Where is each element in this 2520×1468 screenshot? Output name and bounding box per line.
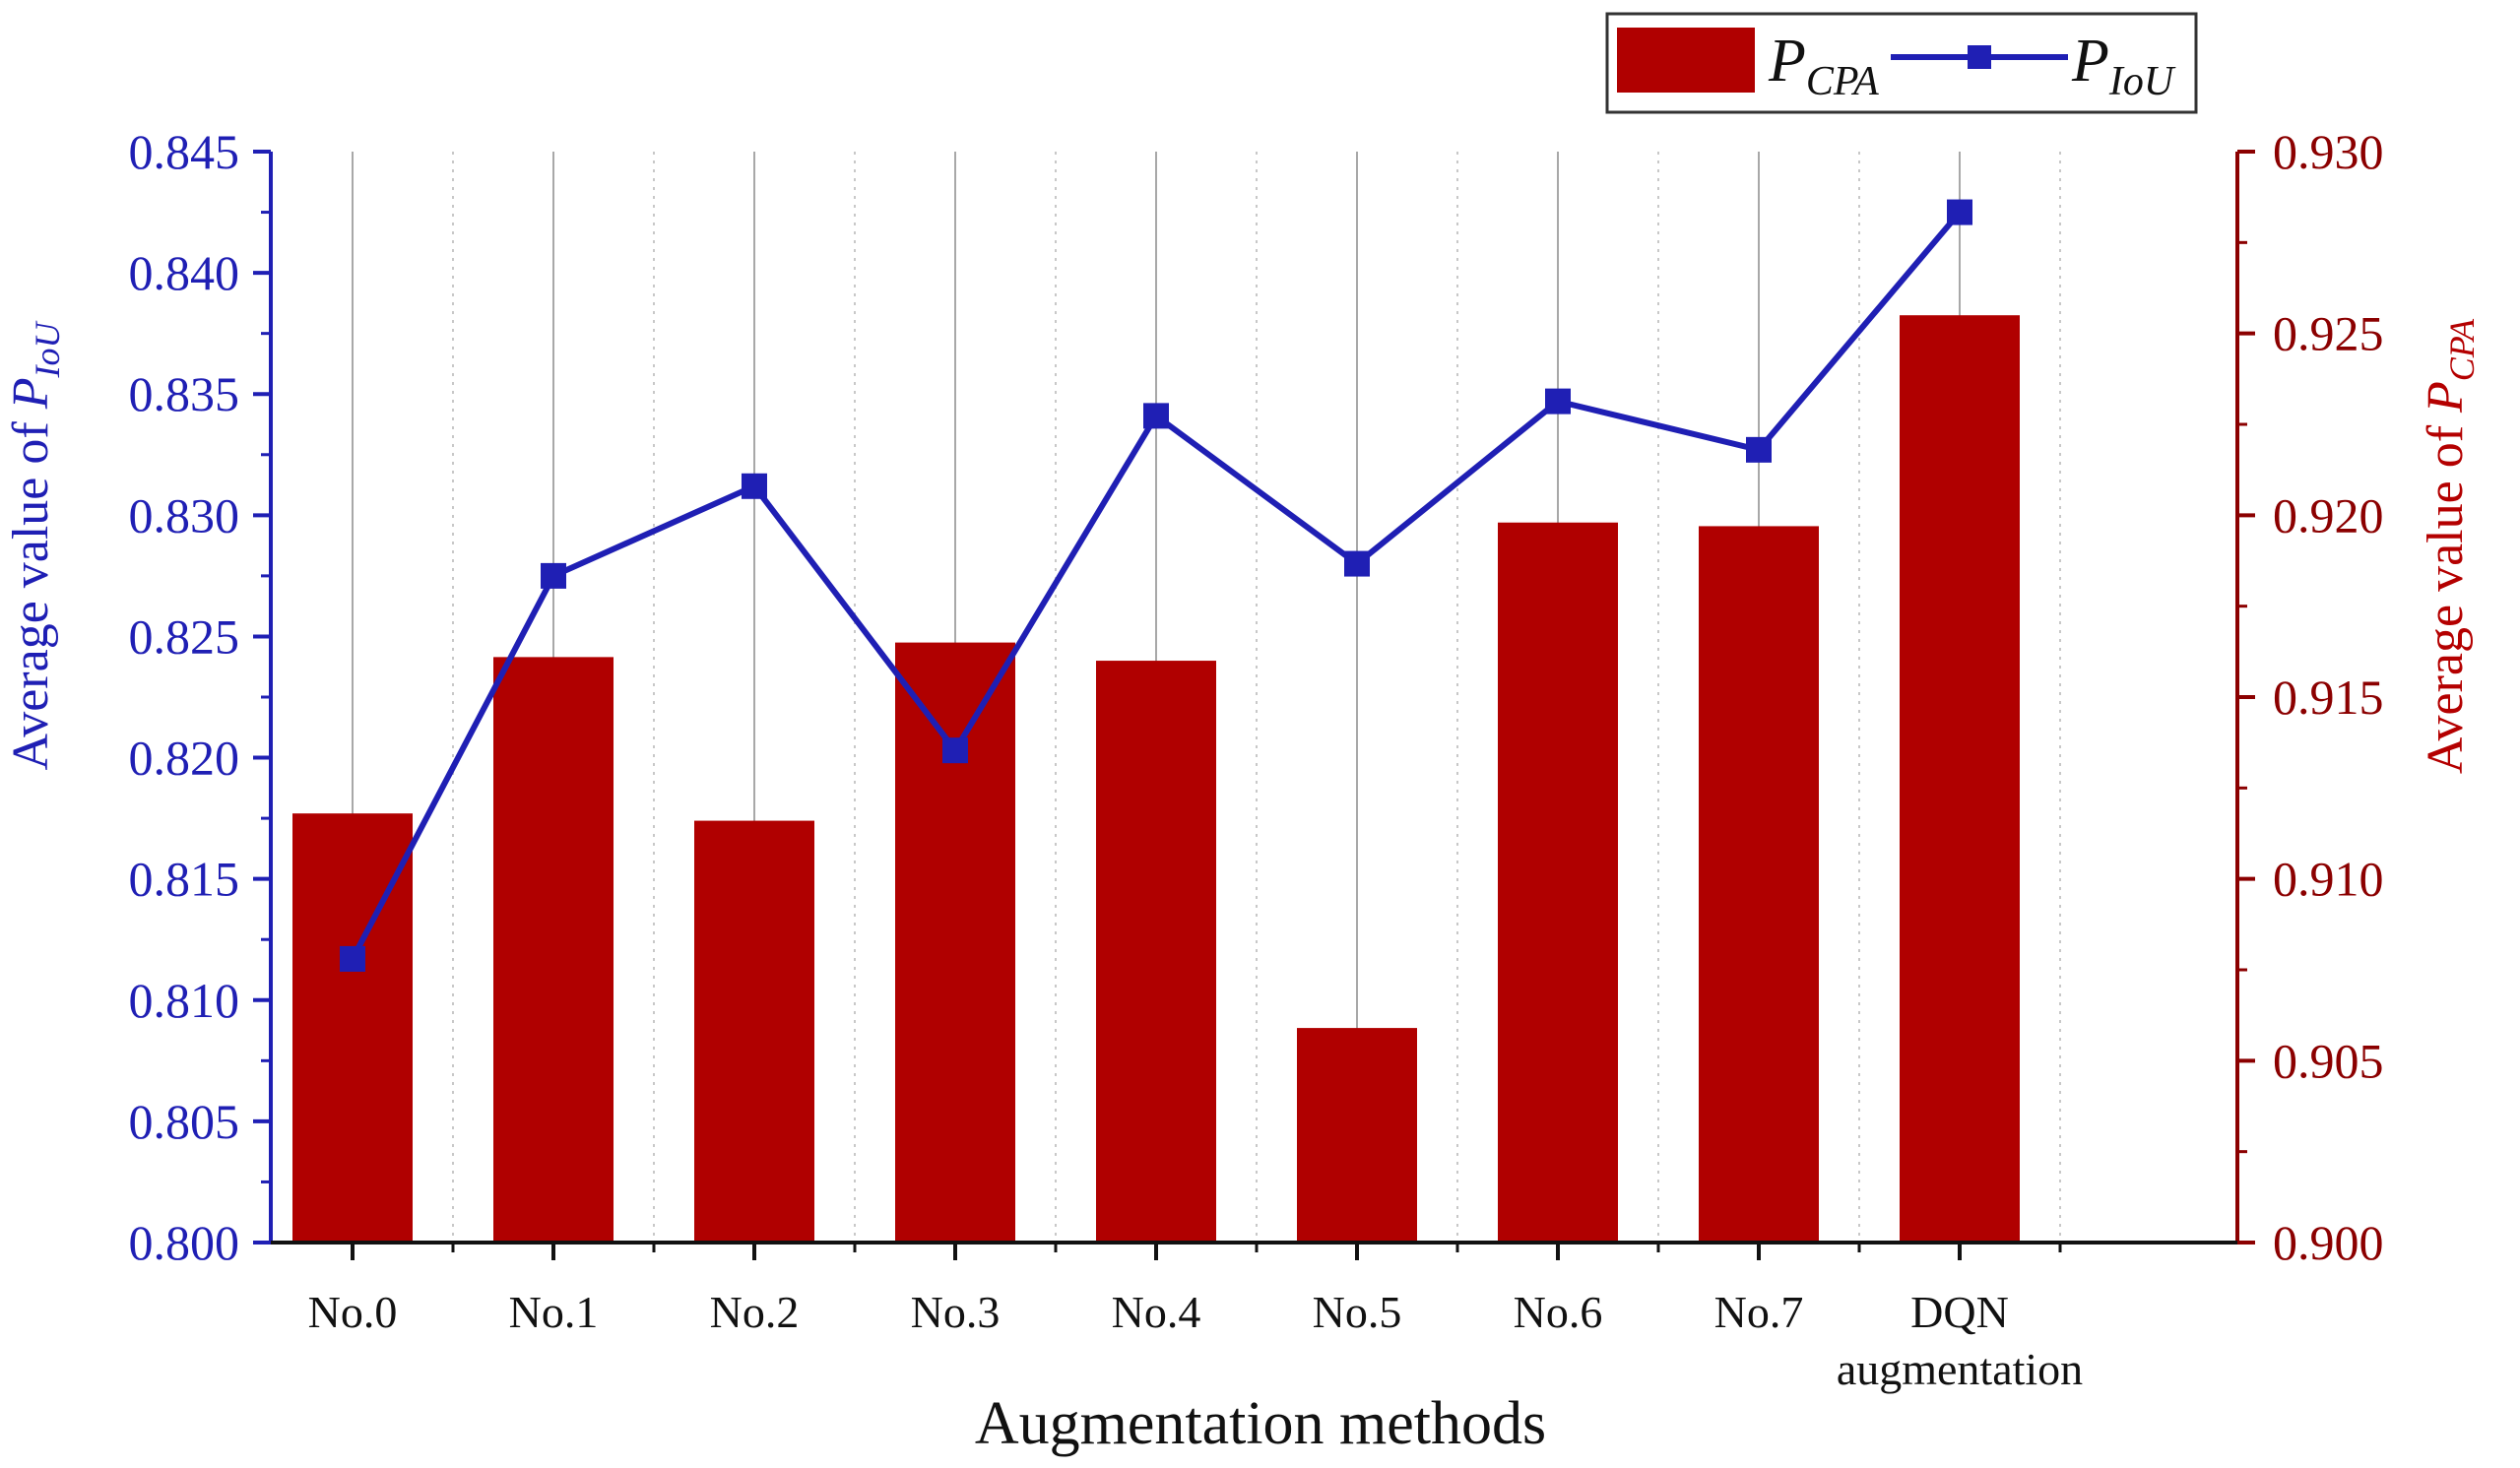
y-tick-label-left: 0.815 (129, 852, 240, 907)
x-tick-label-line: No.3 (911, 1287, 1001, 1337)
y-tick-label-right: 0.915 (2273, 670, 2384, 725)
y-tick-label-left: 0.845 (129, 124, 240, 179)
bar-pcpa (1096, 661, 1216, 1243)
x-axis-title: Augmentation methods (975, 1390, 1546, 1457)
y-axis-title-right-main: P (2418, 381, 2474, 414)
y-tick-label-left: 0.825 (129, 608, 240, 664)
axes: 0.800 0.805 0.810 0.815 0.820 0.825 0.830 0.835… (129, 124, 2384, 1394)
x-tick-label-line: DQN (1910, 1287, 2009, 1337)
x-tick-label-line: No.0 (308, 1287, 398, 1337)
bar-pcpa (1699, 526, 1819, 1243)
legend: PCPA PIoU (1605, 12, 2198, 114)
y-tick-label-left: 0.805 (129, 1094, 240, 1149)
bar-pcpa (895, 642, 1015, 1243)
legend-bar-label-main: P (1768, 28, 1806, 95)
x-tick-label: DQN augmentation (1837, 1287, 2083, 1394)
x-tick-label-line: No.7 (1714, 1287, 1804, 1337)
point-piou (340, 945, 365, 972)
bar-pcpa (1498, 522, 1618, 1243)
y-axis-title-left-main: P (3, 378, 59, 411)
x-tick-label-line: No.1 (509, 1287, 599, 1337)
bar-pcpa (1297, 1028, 1417, 1243)
y-axis-title-left: Average value of PIoU (3, 321, 67, 771)
x-tick-label-line: No.4 (1112, 1287, 1201, 1337)
legend-line-label-main: P (2071, 28, 2109, 95)
y-tick-label-right: 0.900 (2273, 1215, 2384, 1270)
bar-pcpa (694, 820, 814, 1243)
legend-line-marker (1968, 45, 1991, 69)
x-tick-label: No.5 (1313, 1287, 1402, 1337)
x-tick-label: No.1 (509, 1287, 599, 1337)
y-tick-label-right: 0.920 (2273, 487, 2384, 543)
point-piou (1545, 388, 1571, 415)
legend-bar-label: PCPA (1768, 28, 1879, 104)
y-axis-title-left-prefix: Average value of (3, 409, 59, 770)
y-tick-label-left: 0.830 (129, 487, 240, 543)
point-piou (1947, 199, 1972, 225)
point-piou (541, 562, 566, 589)
line-series (340, 199, 1972, 972)
y-tick-label-right: 0.930 (2273, 124, 2384, 179)
point-piou (942, 737, 968, 764)
legend-line-label-sub: IoU (2108, 59, 2176, 104)
legend-bar-label-sub: CPA (1806, 59, 1879, 104)
x-tick-label: No.2 (710, 1287, 800, 1337)
point-piou (1746, 436, 1772, 463)
y-tick-label-right: 0.910 (2273, 852, 2384, 907)
y-axis-title-right: Average value of PCPA (2418, 318, 2482, 774)
y-tick-label-right: 0.925 (2273, 306, 2384, 361)
x-tick-label-line: No.5 (1313, 1287, 1402, 1337)
x-tick-label: No.3 (911, 1287, 1001, 1337)
x-tick-label: No.6 (1514, 1287, 1603, 1337)
point-piou (1143, 403, 1169, 429)
x-tick-label: No.0 (308, 1287, 398, 1337)
bar-pcpa (493, 657, 614, 1243)
x-tick-label-line: No.6 (1514, 1287, 1603, 1337)
x-tick-label-line: augmentation (1837, 1344, 2083, 1394)
x-tick-label: No.4 (1112, 1287, 1201, 1337)
bar-pcpa (1900, 315, 2020, 1243)
y-tick-label-left: 0.835 (129, 366, 240, 421)
y-tick-label-left: 0.840 (129, 245, 240, 300)
y-tick-label-right: 0.905 (2273, 1033, 2384, 1088)
y-axis-title-left-sub: IoU (28, 321, 67, 379)
y-tick-label-left: 0.810 (129, 973, 240, 1028)
y-axis-title-right-sub: CPA (2442, 318, 2482, 381)
legend-line-label: PIoU (2071, 28, 2176, 104)
y-axis-title-right-prefix: Average value of (2418, 413, 2474, 774)
legend-bar-swatch (1617, 28, 1755, 93)
point-piou (1344, 550, 1370, 577)
y-tick-label-left: 0.800 (129, 1215, 240, 1270)
point-piou (742, 473, 767, 499)
y-tick-label-left: 0.820 (129, 731, 240, 786)
x-tick-label: No.7 (1714, 1287, 1804, 1337)
x-tick-label-line: No.2 (710, 1287, 800, 1337)
